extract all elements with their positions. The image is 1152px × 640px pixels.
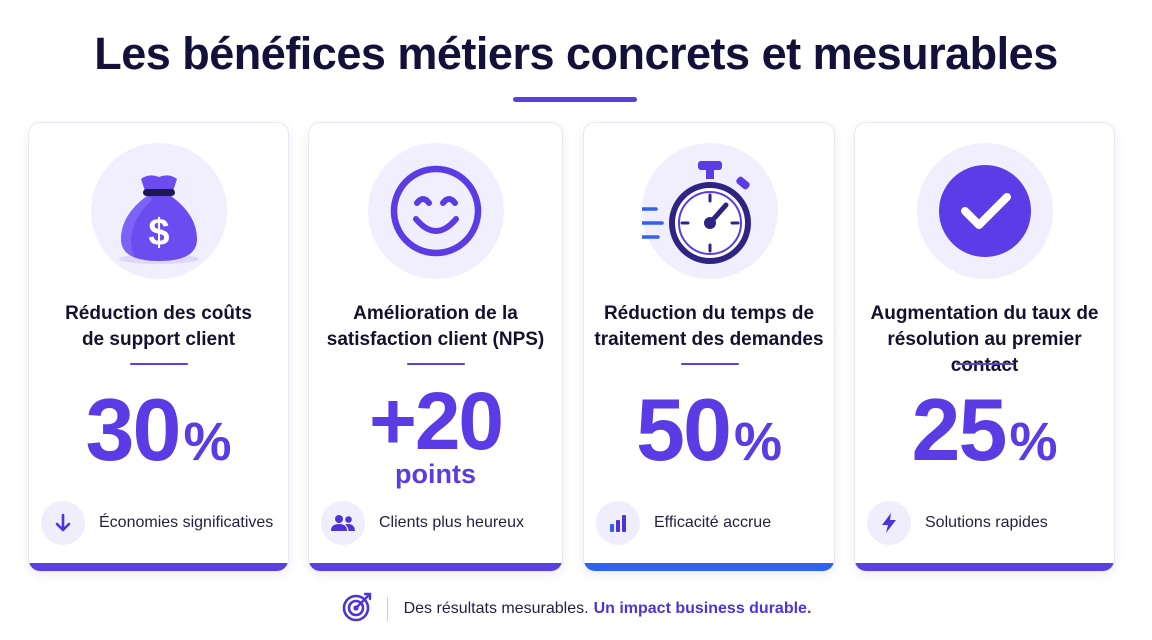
metric-unit: % [733,412,782,472]
metric-unit: % [1009,412,1058,472]
card-title: Réduction du temps de traitement des dem… [594,303,824,350]
feature: Solutions rapides [867,501,1048,545]
footer-text: Des résultats mesurables. Un impact busin… [403,600,812,617]
card-title: Amélioration de la satisfaction client (… [326,303,545,350]
card-first-contact-resolution: Augmentation du taux de résolution au pr… [854,122,1115,572]
card-accent-bar [584,563,834,571]
stopwatch-icon [642,143,778,279]
feature: Efficacité accrue [596,501,771,545]
card-title: Augmentation du taux de résolution au pr… [870,303,1099,376]
divider [130,363,188,365]
users-icon [321,501,365,545]
footer: Des résultats mesurables. Un impact busin… [0,592,1152,626]
metric-value: +20 [309,375,562,469]
checkmark-icon [917,143,1053,279]
feature: Économies significatives [41,501,273,545]
page-title: Les bénéfices métiers concrets et mesura… [94,28,1058,79]
lightning-icon [867,501,911,545]
card-accent-bar [855,563,1114,571]
bar-chart-icon [596,501,640,545]
svg-text:$: $ [148,212,169,254]
feature: Clients plus heureux [321,501,524,545]
feature-text: Économies significatives [99,514,274,531]
metric-number: +20 [368,376,504,467]
target-icon [341,591,373,628]
metric-number: 50 [636,380,732,479]
metric-number: 25 [911,380,1008,479]
money-bag-icon: $ [91,143,227,279]
divider [681,363,739,365]
metric-unit: % [183,412,232,472]
footer-separator [386,597,388,621]
card-title: Réduction des coûts de support client [65,303,252,350]
card-processing-time: Réduction du temps de traitement des dem… [583,122,835,572]
card-cost-reduction: $ Réduction des coûts de support client … [28,122,289,572]
title-underline [513,97,637,102]
metric-unit: points [395,459,476,489]
smiley-icon [368,143,504,279]
divider [956,363,1014,365]
arrow-down-icon [41,501,85,545]
metric-value: 30% [29,379,288,481]
metric-value: 25% [855,379,1114,481]
divider [407,363,465,365]
card-accent-bar [309,563,562,571]
card-satisfaction: Amélioration de la satisfaction client (… [308,122,563,572]
metric-value: 50% [584,379,834,481]
footer-highlight: Un impact business durable. [593,600,812,617]
feature-text: Solutions rapides [925,514,1048,531]
feature-text: Efficacité accrue [654,514,772,531]
feature-text: Clients plus heureux [379,514,524,531]
metric-number: 30 [85,380,182,479]
card-accent-bar [29,563,288,571]
